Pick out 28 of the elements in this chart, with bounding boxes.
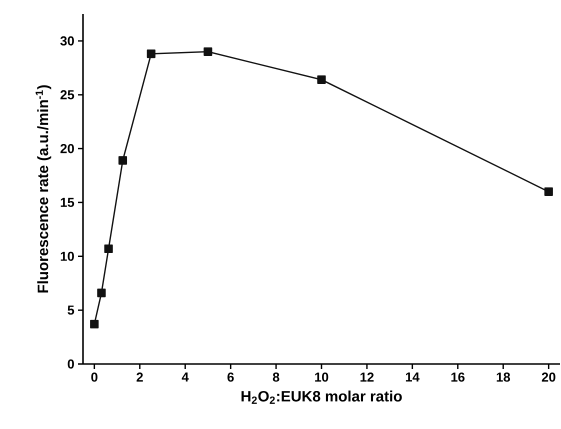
point bbox=[317, 75, 326, 84]
x-tick-label: 8 bbox=[272, 372, 280, 382]
x-tick-label: 0 bbox=[91, 372, 98, 382]
point bbox=[97, 288, 106, 298]
point bbox=[544, 187, 553, 196]
point bbox=[90, 320, 99, 328]
y-tick-label: 5 bbox=[68, 306, 74, 315]
point bbox=[204, 47, 212, 56]
x-tick-label: 16 bbox=[451, 372, 465, 382]
x-tick-label: 18 bbox=[496, 372, 510, 382]
point bbox=[146, 50, 156, 58]
y-tick-label: 20 bbox=[60, 144, 74, 154]
y-tick-label: 10 bbox=[60, 252, 74, 261]
x-axis-title: H$_{2}$O$_{2}$:EUK8 molar ratio bbox=[242, 390, 402, 404]
x-tick-label: 20 bbox=[542, 372, 556, 382]
point bbox=[118, 156, 128, 165]
y-tick-label: 30 bbox=[60, 36, 74, 46]
x-tick-label: 12 bbox=[360, 372, 374, 382]
y-axis-title: Fluorescence rate (a.u./min$^{-1}$) bbox=[36, 85, 52, 293]
x-tick-label: 10 bbox=[315, 372, 328, 382]
point bbox=[104, 244, 113, 254]
x-tick-label: 6 bbox=[228, 372, 234, 382]
x-tick-label: 14 bbox=[406, 372, 420, 382]
y-tick-label: 0 bbox=[68, 359, 74, 369]
x-tick-label: 4 bbox=[182, 372, 189, 382]
y-tick-label: 15 bbox=[60, 198, 74, 207]
y-tick-label: 25 bbox=[60, 90, 74, 100]
x-tick-label: 2 bbox=[136, 372, 143, 382]
